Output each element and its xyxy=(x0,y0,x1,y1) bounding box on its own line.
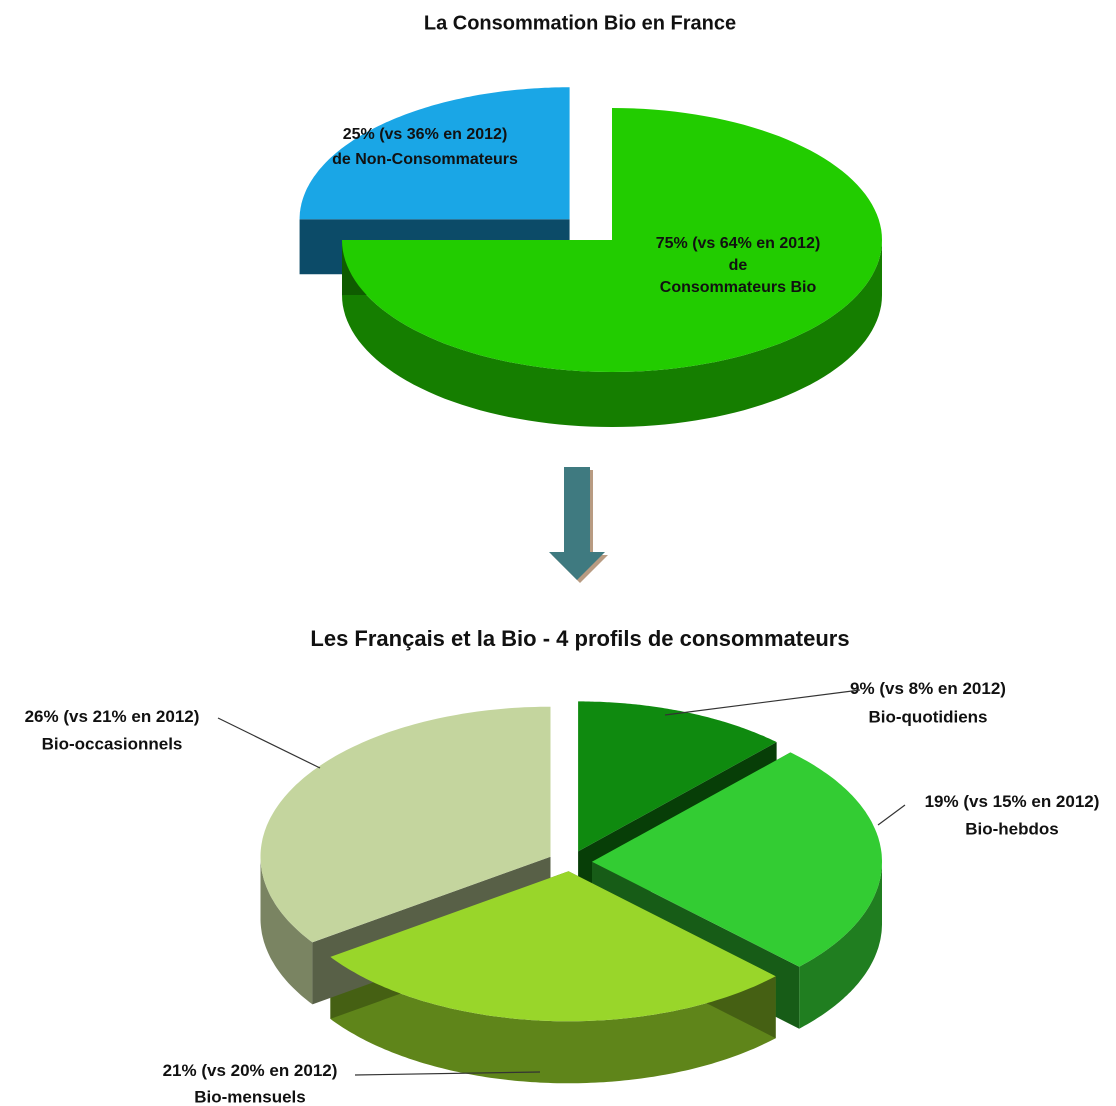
value-label: 19% xyxy=(925,792,959,811)
pie-slice xyxy=(578,701,777,852)
data-label: 21% (vs 20% en 2012) xyxy=(163,1061,338,1080)
previous-label: (vs 36% en 2012) xyxy=(379,126,507,143)
leader-line xyxy=(217,717,321,769)
previous-label: (vs 15% en 2012) xyxy=(963,792,1099,811)
leader-line xyxy=(664,689,861,716)
data-label: 75% (vs 64% en 2012) xyxy=(656,235,821,252)
data-label: 26% (vs 21% en 2012) xyxy=(25,707,200,726)
category-label: Consommateurs Bio xyxy=(660,279,817,296)
previous-label: (vs 64% en 2012) xyxy=(692,235,820,252)
value-label: 21% xyxy=(163,1061,197,1080)
data-label: 9% (vs 8% en 2012) xyxy=(850,679,1006,698)
leader-line xyxy=(354,1071,541,1076)
category-label: Bio-hebdos xyxy=(965,819,1059,838)
pie-slice-side xyxy=(799,862,882,1029)
value-label: 9% xyxy=(850,679,875,698)
category-label: de xyxy=(729,257,748,274)
pie-slice xyxy=(260,706,551,943)
category-label: Bio-occasionnels xyxy=(42,734,183,753)
previous-label: (vs 8% en 2012) xyxy=(879,679,1006,698)
previous-label: (vs 20% en 2012) xyxy=(201,1061,337,1080)
leader-line xyxy=(877,804,906,826)
category-label: Bio-quotidiens xyxy=(869,707,988,726)
pie-tops xyxy=(299,87,882,372)
value-label: 25% xyxy=(343,126,375,143)
pie-slice-side xyxy=(260,858,313,1005)
pie-tops xyxy=(260,701,882,1022)
previous-label: (vs 21% en 2012) xyxy=(63,707,199,726)
data-label: 25% (vs 36% en 2012) xyxy=(343,126,508,143)
chart-title: Les Français et la Bio - 4 profils de co… xyxy=(310,626,849,651)
pie-slice xyxy=(591,752,882,967)
pie-slice xyxy=(342,108,882,372)
pie-slice xyxy=(299,87,570,220)
category-label: de Non-Consommateurs xyxy=(332,151,518,168)
value-label: 26% xyxy=(25,707,59,726)
arrow xyxy=(549,467,608,583)
category-label: Bio-mensuels xyxy=(194,1087,305,1106)
chart-title: La Consommation Bio en France xyxy=(424,12,736,34)
pie-slice xyxy=(330,871,776,1022)
value-label: 75% xyxy=(656,235,688,252)
pie-slice-side xyxy=(342,240,882,427)
pie-slice-side xyxy=(330,956,776,1084)
data-label: 19% (vs 15% en 2012) xyxy=(925,792,1100,811)
